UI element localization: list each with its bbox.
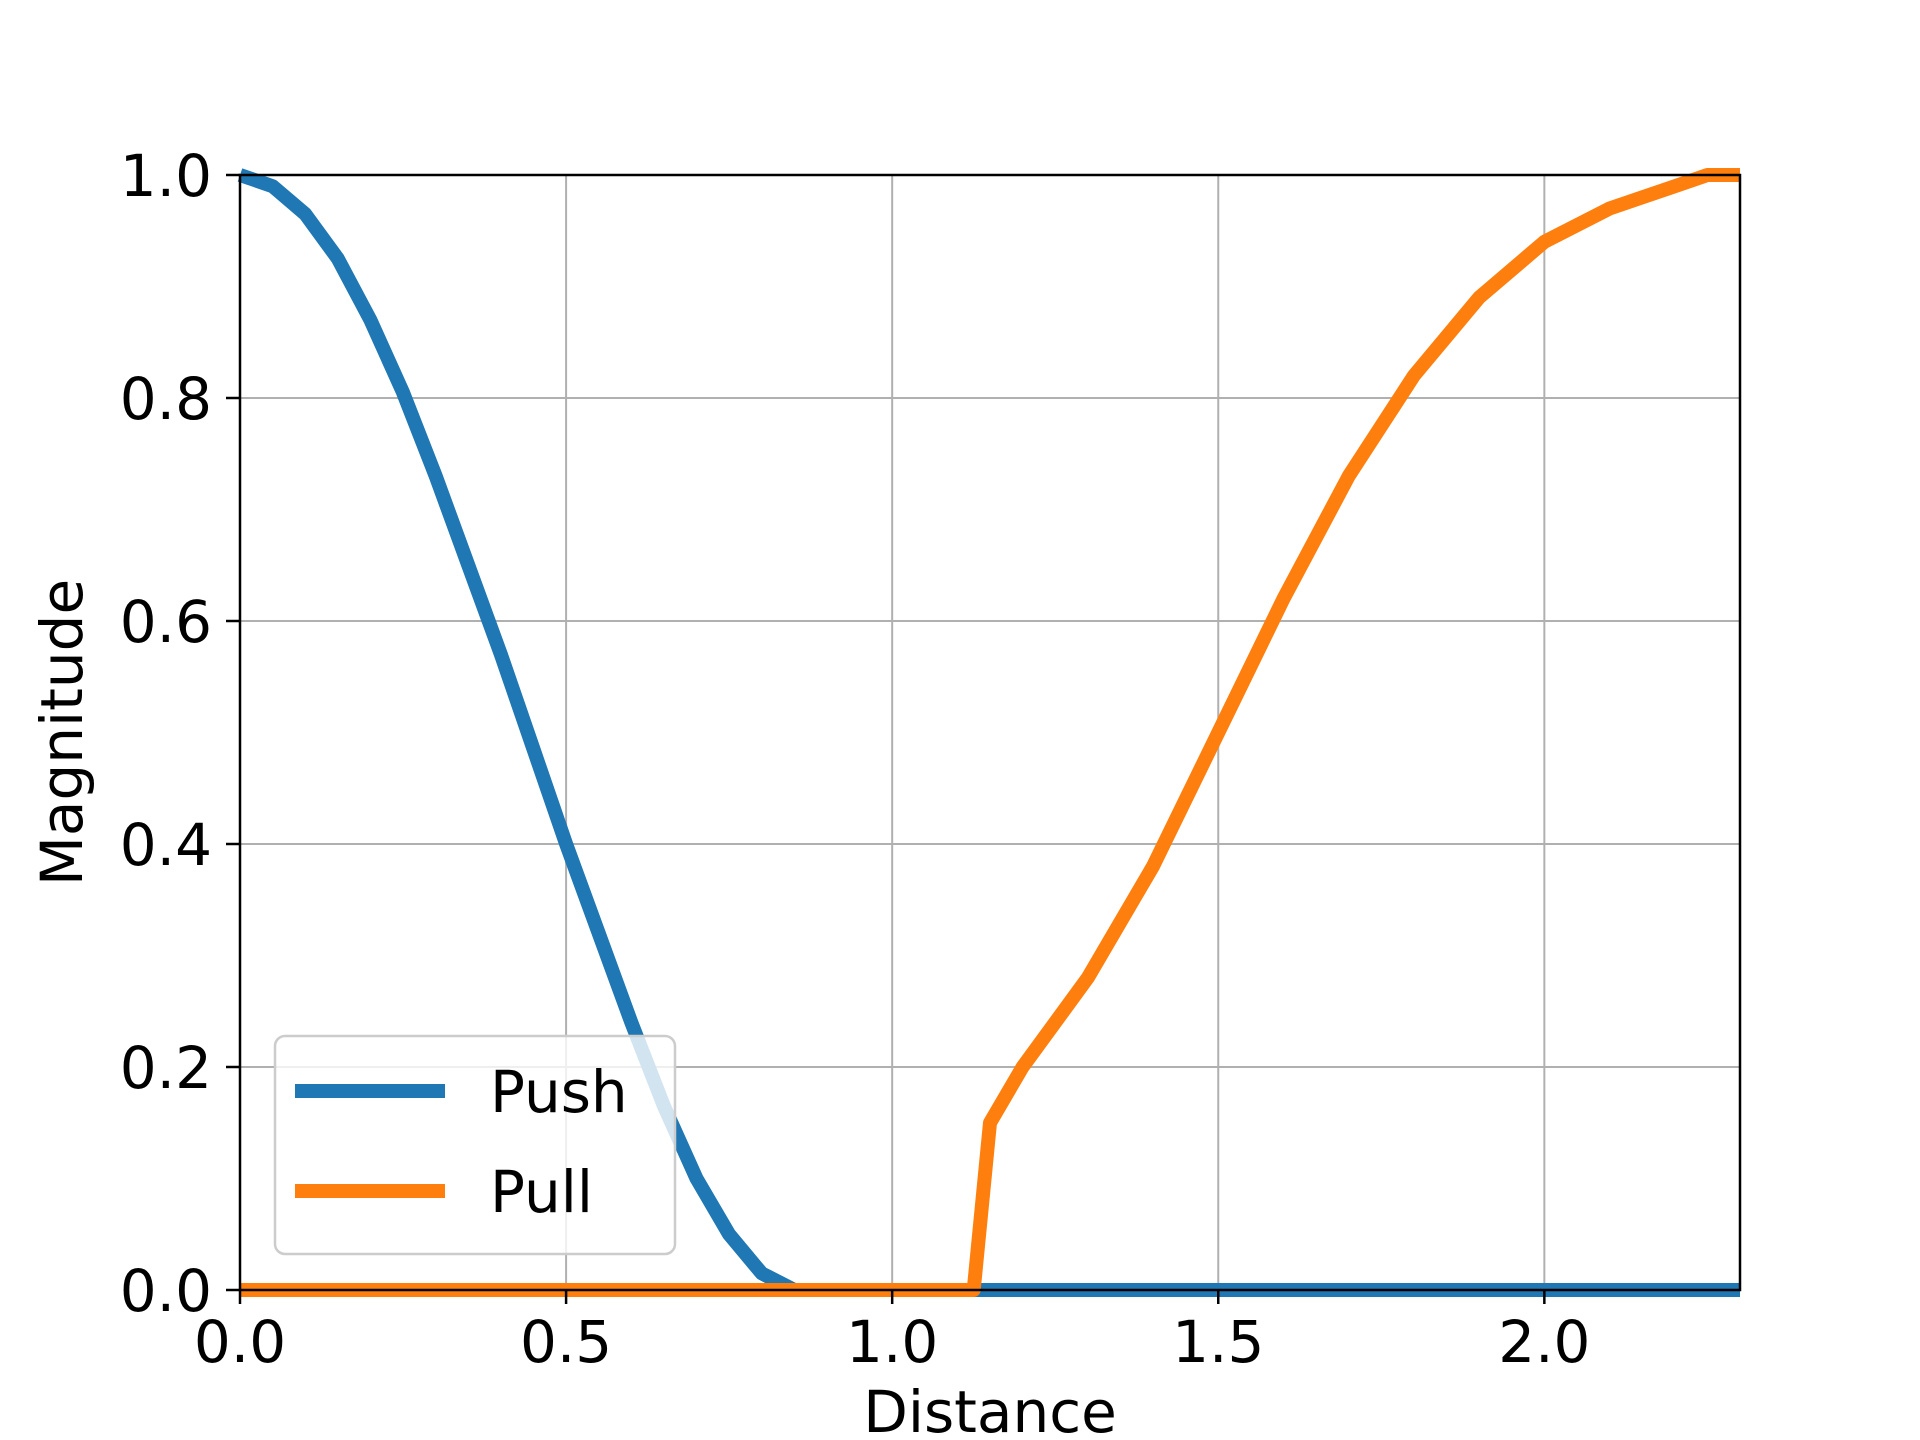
y-tick-label: 0.2 — [120, 1034, 212, 1102]
y-tick-label: 0.4 — [120, 811, 212, 879]
x-tick-label: 0.5 — [520, 1308, 612, 1376]
y-axis-label: Magnitude — [28, 579, 96, 886]
y-tick-label: 0.6 — [120, 588, 212, 656]
plot-frame — [238, 173, 1742, 1292]
y-tick-label: 0.8 — [120, 365, 212, 433]
legend-label-pull: Pull — [490, 1158, 593, 1226]
y-tick-label: 0.0 — [120, 1257, 212, 1325]
y-tick-label: 1.0 — [120, 142, 212, 210]
x-axis-label: Distance — [863, 1378, 1117, 1440]
legend: Push Pull — [273, 1034, 677, 1256]
legend-label-push: Push — [490, 1058, 628, 1126]
x-tick-label: 1.5 — [1172, 1308, 1264, 1376]
x-tick-label: 2.0 — [1498, 1308, 1590, 1376]
x-tick-label: 1.0 — [846, 1308, 938, 1376]
ticks: 0.0 0.5 1.0 1.5 2.0 0.0 0.2 0.4 0.6 0.8 1.0 — [120, 142, 1591, 1376]
x-tick-label: 0.0 — [194, 1308, 286, 1376]
